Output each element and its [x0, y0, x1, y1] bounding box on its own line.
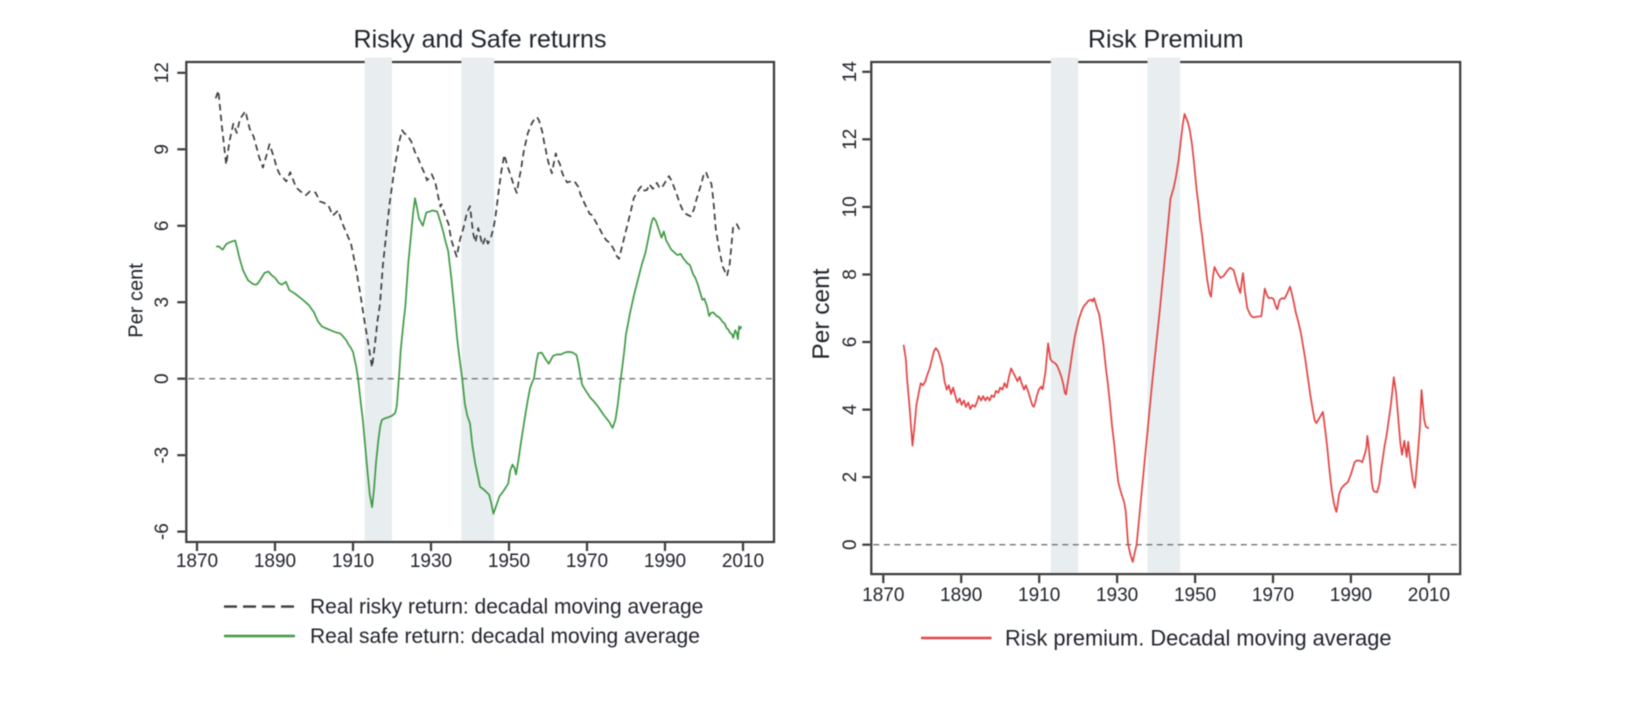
svg-text:Real risky return: decadal mov: Real risky return: decadal moving averag… [310, 596, 703, 619]
svg-text:Real safe return: decadal movi: Real safe return: decadal moving average [310, 625, 700, 648]
svg-text:2010: 2010 [1408, 585, 1450, 606]
svg-text:Risk premium. Decadal moving a: Risk premium. Decadal moving average [1005, 626, 1391, 651]
svg-text:1970: 1970 [566, 551, 608, 572]
svg-text:14: 14 [840, 61, 861, 83]
svg-text:4: 4 [840, 404, 861, 415]
svg-text:0: 0 [152, 373, 173, 384]
svg-text:1930: 1930 [410, 551, 452, 572]
svg-text:1950: 1950 [1174, 585, 1216, 606]
svg-text:-6: -6 [152, 523, 173, 540]
svg-text:1930: 1930 [1096, 585, 1138, 606]
svg-text:8: 8 [840, 269, 861, 280]
svg-text:1890: 1890 [940, 585, 982, 606]
svg-text:-3: -3 [152, 447, 173, 464]
svg-text:1950: 1950 [488, 551, 530, 572]
svg-text:Risk Premium: Risk Premium [1088, 25, 1244, 53]
svg-text:1890: 1890 [254, 551, 296, 572]
svg-text:10: 10 [840, 196, 861, 217]
svg-text:1990: 1990 [1330, 585, 1372, 606]
svg-text:3: 3 [152, 297, 173, 308]
svg-text:1970: 1970 [1252, 585, 1294, 606]
svg-text:Per cent: Per cent [126, 263, 148, 338]
svg-text:6: 6 [152, 221, 173, 232]
svg-text:1990: 1990 [644, 551, 686, 572]
svg-text:0: 0 [840, 539, 861, 550]
svg-text:6: 6 [840, 337, 861, 348]
svg-text:Risky and Safe returns: Risky and Safe returns [354, 25, 607, 53]
svg-text:1910: 1910 [332, 551, 374, 572]
svg-text:2: 2 [840, 472, 861, 483]
svg-text:9: 9 [152, 144, 173, 155]
svg-text:2010: 2010 [722, 551, 764, 572]
svg-text:1870: 1870 [862, 585, 904, 606]
svg-text:12: 12 [152, 62, 173, 83]
svg-text:12: 12 [840, 129, 861, 150]
svg-text:1870: 1870 [176, 551, 218, 572]
svg-text:1910: 1910 [1018, 585, 1060, 606]
svg-text:Per cent: Per cent [808, 268, 835, 359]
